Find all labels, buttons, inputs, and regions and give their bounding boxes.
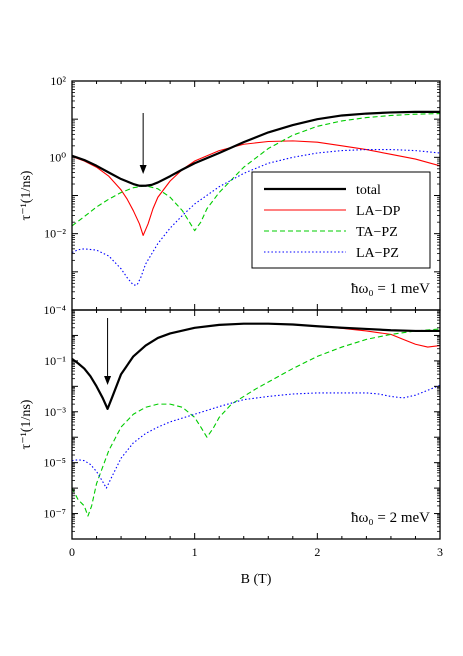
y-tick-label: 10⁰ — [49, 150, 66, 164]
data-layer — [72, 110, 440, 517]
y-axis-label: τ⁻¹(1/ns) — [19, 399, 34, 449]
legend-label: LA−PZ — [356, 246, 399, 261]
x-tick-label: 2 — [314, 545, 320, 559]
legend-box — [251, 171, 431, 269]
arrow-head — [104, 376, 112, 385]
plot-area-top — [72, 110, 440, 286]
legend-label: LA−DP — [356, 204, 401, 219]
y-tick-label: 10⁻¹ — [44, 354, 66, 368]
y-axis-label: τ⁻¹(1/ns) — [19, 170, 34, 220]
legend: total LA−DP TA−PZ LA−PZ — [251, 171, 431, 269]
x-axis-label: B (T) — [241, 572, 272, 587]
series-line-top-la-pz — [72, 148, 440, 286]
y-tick-label: 10⁻⁷ — [43, 507, 66, 521]
y-tick-label: 10⁻⁵ — [43, 456, 66, 470]
series-line-bottom-la-pz — [72, 384, 440, 489]
y-tick-label: 10⁻⁴ — [43, 303, 66, 317]
axes-frame-bottom — [71, 309, 441, 540]
y-tick-label: 10² — [50, 74, 66, 88]
plot-area-bottom — [72, 322, 440, 517]
panel-annotation: ħω₀ = 1 meV — [351, 281, 430, 297]
series-line-bottom-ta-pz — [72, 328, 440, 517]
series-line-top-total — [72, 110, 440, 187]
y-tick-label: 10⁻³ — [44, 405, 66, 419]
series-line-top-ta-pz — [72, 113, 440, 232]
legend-label: total — [356, 183, 381, 198]
series-line-bottom-total — [72, 322, 440, 410]
panel-annotation: ħω₀ = 2 meV — [351, 510, 430, 526]
y-tick-label: 10⁻² — [44, 227, 66, 241]
x-tick-label: 0 — [69, 545, 75, 559]
legend-label: TA−PZ — [356, 225, 398, 240]
x-tick-label: 1 — [192, 545, 198, 559]
axes-layer — [71, 80, 441, 540]
x-tick-label: 3 — [437, 545, 443, 559]
series-line-top-la-dp — [72, 140, 440, 236]
arrow-head — [139, 165, 147, 174]
